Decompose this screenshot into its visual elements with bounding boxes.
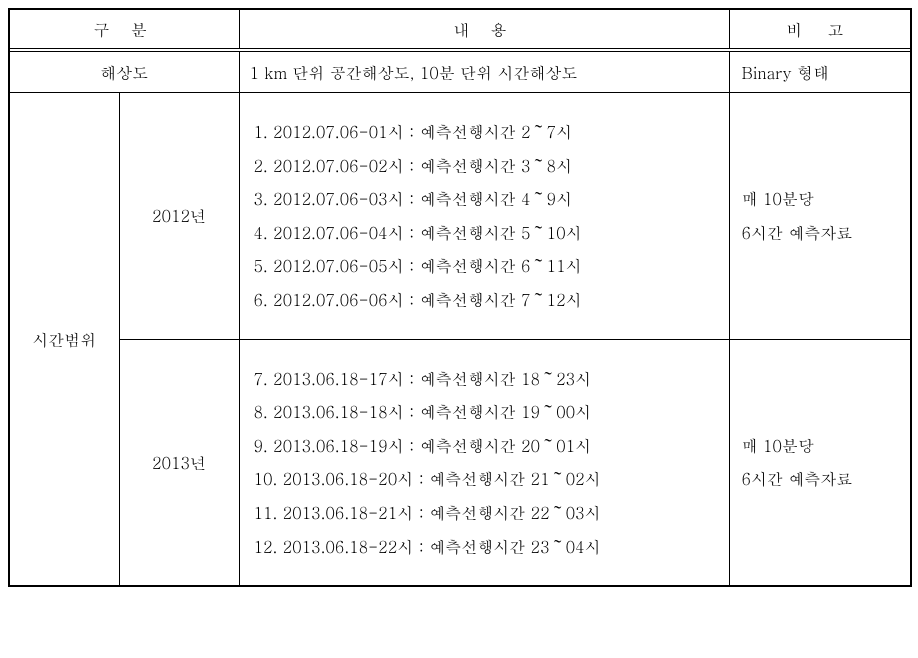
header-note: 비 고	[729, 9, 911, 49]
note-cell-2012: 매 10분당 6시간 예측자료	[729, 93, 911, 340]
time-range-label: 시간범위	[9, 93, 119, 587]
table-row: 2013년 7. 2013.06.18-17시 : 예측선행시간 18～23시 …	[9, 339, 911, 586]
resolution-row: 해상도 1 km 단위 공간해상도, 10분 단위 시간해상도 Binary 형…	[9, 52, 911, 93]
content-line: 1. 2012.07.06-01시 : 예측선행시간 2～7시	[254, 115, 729, 149]
data-table: 구 분 내 용 비 고 해상도 1 km 단위 공간해상도, 10분 단위 시간…	[8, 8, 912, 587]
header-content: 내 용	[239, 9, 729, 49]
content-line: 8. 2013.06.18-18시 : 예측선행시간 19～00시	[254, 395, 729, 429]
content-line: 7. 2013.06.18-17시 : 예측선행시간 18～23시	[254, 362, 729, 396]
content-cell-2012: 1. 2012.07.06-01시 : 예측선행시간 2～7시 2. 2012.…	[239, 93, 729, 340]
content-line: 6. 2012.07.06-06시 : 예측선행시간 7～12시	[254, 283, 729, 317]
content-line: 11. 2013.06.18-21시 : 예측선행시간 22～03시	[254, 496, 729, 530]
content-line: 2. 2012.07.06-02시 : 예측선행시간 3～8시	[254, 149, 729, 183]
year-cell-2013: 2013년	[119, 339, 239, 586]
content-line: 5. 2012.07.06-05시 : 예측선행시간 6～11시	[254, 249, 729, 283]
note-line: 6시간 예측자료	[742, 216, 911, 250]
content-line: 12. 2013.06.18-22시 : 예측선행시간 23～04시	[254, 530, 729, 564]
table-header-row: 구 분 내 용 비 고	[9, 9, 911, 49]
resolution-content: 1 km 단위 공간해상도, 10분 단위 시간해상도	[239, 52, 729, 93]
note-line: 매 10분당	[742, 182, 911, 216]
content-line: 4. 2012.07.06-04시 : 예측선행시간 5～10시	[254, 216, 729, 250]
note-cell-2013: 매 10분당 6시간 예측자료	[729, 339, 911, 586]
header-category: 구 분	[9, 9, 239, 49]
resolution-label: 해상도	[9, 52, 239, 93]
content-line: 3. 2012.07.06-03시 : 예측선행시간 4～9시	[254, 182, 729, 216]
content-line: 10. 2013.06.18-20시 : 예측선행시간 21～02시	[254, 462, 729, 496]
content-line: 9. 2013.06.18-19시 : 예측선행시간 20～01시	[254, 429, 729, 463]
note-line: 매 10분당	[742, 429, 911, 463]
note-line: 6시간 예측자료	[742, 462, 911, 496]
table-row: 시간범위 2012년 1. 2012.07.06-01시 : 예측선행시간 2～…	[9, 93, 911, 340]
year-cell-2012: 2012년	[119, 93, 239, 340]
resolution-note: Binary 형태	[729, 52, 911, 93]
content-cell-2013: 7. 2013.06.18-17시 : 예측선행시간 18～23시 8. 201…	[239, 339, 729, 586]
